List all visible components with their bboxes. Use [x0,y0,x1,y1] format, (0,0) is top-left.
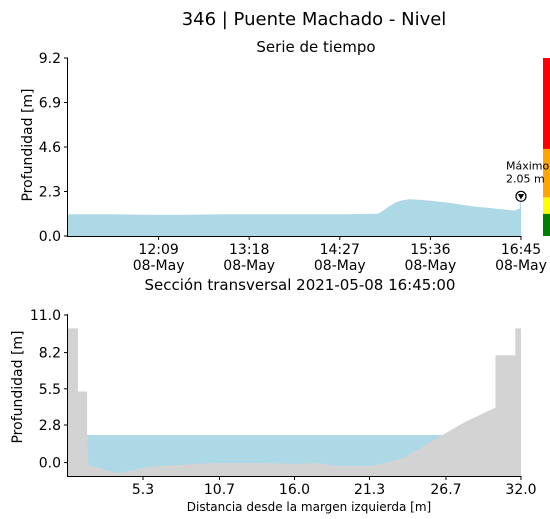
level-band [543,58,550,149]
time-series-y-tick-label: 9.2 [39,51,61,67]
cross-section-y-tick-label: 5.5 [39,382,61,398]
cross-section-x-ticks: 5.3 10.7 16.0 21.3 26.7 32.0 [132,476,537,498]
time-series-x-tick-date: 08-May [314,258,366,274]
cross-section-title: Sección transversal 2021-05-08 16:45:00 [145,276,456,294]
level-color-bar [543,58,550,236]
max-value-text: 2.05 m [506,172,545,185]
level-band [543,213,550,236]
max-marker-arrow-icon [517,194,525,200]
time-series-x-tick-time: 12:09 [138,242,178,258]
ground-profile-area [68,328,521,476]
cross-section-y-tick-label: 2.8 [39,418,61,434]
time-series-x-tick-time: 15:36 [410,242,450,258]
cross-section-x-tick-label: 5.3 [132,482,154,498]
level-band [543,197,550,214]
time-series-chart: Serie de tiempo Profundidad [m] 0.0 2.3 4.… [20,38,550,274]
time-series-x-tick-time: 14:27 [320,242,360,258]
time-series-ylabel: Profundidad [m] [20,88,36,201]
time-series-x-ticks: 12:0908-May13:1808-May14:2708-May15:3608… [133,236,547,274]
cross-section-x-tick-label: 16.0 [279,482,310,498]
cross-section-y-ticks: 0.0 2.8 5.5 8.2 11.0 [30,308,68,472]
time-series-y-tick-label: 6.9 [39,96,61,112]
cross-section-y-tick-label: 8.2 [39,346,61,362]
cross-section-x-tick-label: 10.7 [204,482,235,498]
time-series-x-tick-time: 13:18 [229,242,269,258]
time-series-x-tick-date: 08-May [223,258,275,274]
cross-section-chart: Sección transversal 2021-05-08 16:45:00 … [10,276,537,514]
cross-section-ylabel: Profundidad [m] [10,330,26,443]
cross-section-xlabel: Distancia desde la margen izquierda [m] [187,500,431,514]
figure-title: 346 | Puente Machado - Nivel [182,9,447,30]
time-series-y-tick-label: 0.0 [39,229,61,245]
cross-section-y-tick-label: 11.0 [30,308,61,324]
max-marker [515,190,527,202]
time-series-y-tick-label: 4.6 [39,140,61,156]
time-series-x-tick-time: 16:45 [501,242,541,258]
cross-section-x-tick-label: 21.3 [354,482,385,498]
time-series-y-tick-label: 2.3 [39,185,61,201]
max-label: Máximo [506,159,550,172]
cross-section-y-tick-label: 0.0 [39,456,61,472]
time-series-title: Serie de tiempo [256,38,375,56]
time-series-y-ticks: 0.0 2.3 4.6 6.9 9.2 [39,51,68,245]
cross-section-x-tick-label: 32.0 [505,482,536,498]
max-annotation: Máximo 2.05 m [506,159,550,202]
time-series-x-tick-date: 08-May [133,258,185,274]
level-band [543,148,550,198]
depth-series-area [68,196,521,236]
time-series-x-tick-date: 08-May [404,258,456,274]
time-series-x-tick-date: 08-May [495,258,547,274]
cross-section-x-tick-label: 26.7 [430,482,461,498]
